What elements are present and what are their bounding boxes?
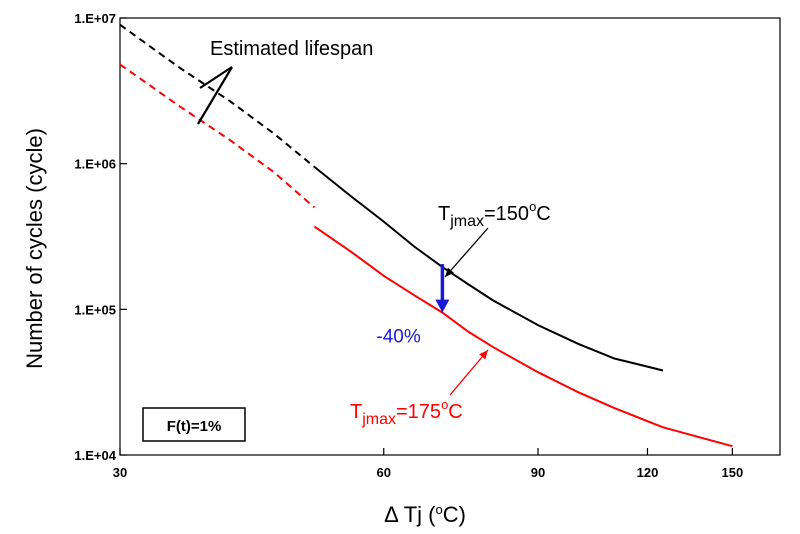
series-1-label-pointer (449, 349, 489, 396)
series-1-estimated-line (119, 63, 316, 209)
series-0-label-pointer-head (445, 267, 454, 277)
series-0-line (313, 166, 664, 372)
plot-frame (119, 17, 781, 456)
y-tick-label: 1.E+06 (74, 157, 116, 172)
y-axis-title: Number of cycles (cycle) (22, 128, 47, 369)
y-tick-label: 1.E+04 (74, 448, 116, 463)
series-0-estimated-line (119, 23, 316, 168)
series-0-label-sub: jmax (449, 213, 484, 230)
x-tick-label: 30 (113, 465, 127, 480)
x-tick-label: 60 (377, 465, 391, 480)
series-0-label: Tjmax=150oC (438, 199, 551, 230)
x-axis-title-sup: o (435, 502, 442, 517)
x-axis-title-unit: C) (443, 502, 466, 527)
y-tick-label: 1.E+05 (74, 302, 116, 317)
failure-probability-label: F(t)=1% (167, 418, 222, 435)
series-1-label-value: =175 (396, 401, 441, 423)
estimated-lifespan-label: Estimated lifespan (210, 38, 373, 60)
y-tick-label: 1.E+07 (74, 11, 116, 26)
series-1-label-unit: C (448, 401, 462, 423)
series-1-label-sup: o (441, 397, 448, 412)
estimated-callout-red (197, 66, 233, 125)
series-0-label-sup: o (529, 199, 536, 214)
reduction-label: -40% (376, 327, 420, 348)
x-axis-title-main: Δ Tj ( (384, 502, 436, 527)
axes: 1.E+04 1.E+05 1.E+06 1.E+07 30 60 90 120 150 Δ Tj… (22, 11, 781, 527)
series-1-label-sub: jmax (361, 411, 396, 428)
estimated-callout-black (199, 66, 233, 89)
x-tick-label: 150 (722, 465, 744, 480)
series-1-label: Tjmax=175oC (350, 397, 463, 428)
x-tick-label: 120 (637, 465, 659, 480)
series-0-label-value: =150 (484, 203, 529, 225)
x-tick-label: 90 (531, 465, 545, 480)
annotations: Estimated lifespanTjmax=150oCTjmax=175oC… (142, 38, 551, 442)
series-0-label-pointer (444, 227, 489, 278)
failure-probability-box (142, 407, 246, 442)
series-1-label-base: T (350, 401, 362, 423)
reduction-arrow-head (435, 299, 450, 313)
x-axis-title: Δ Tj (oC) (384, 502, 466, 527)
series-0-label-unit: C (536, 203, 550, 225)
series-1-label-pointer-head (479, 350, 488, 360)
series-0-label-base: T (438, 203, 450, 225)
series-1-line (313, 225, 733, 448)
series-layer (119, 23, 733, 448)
